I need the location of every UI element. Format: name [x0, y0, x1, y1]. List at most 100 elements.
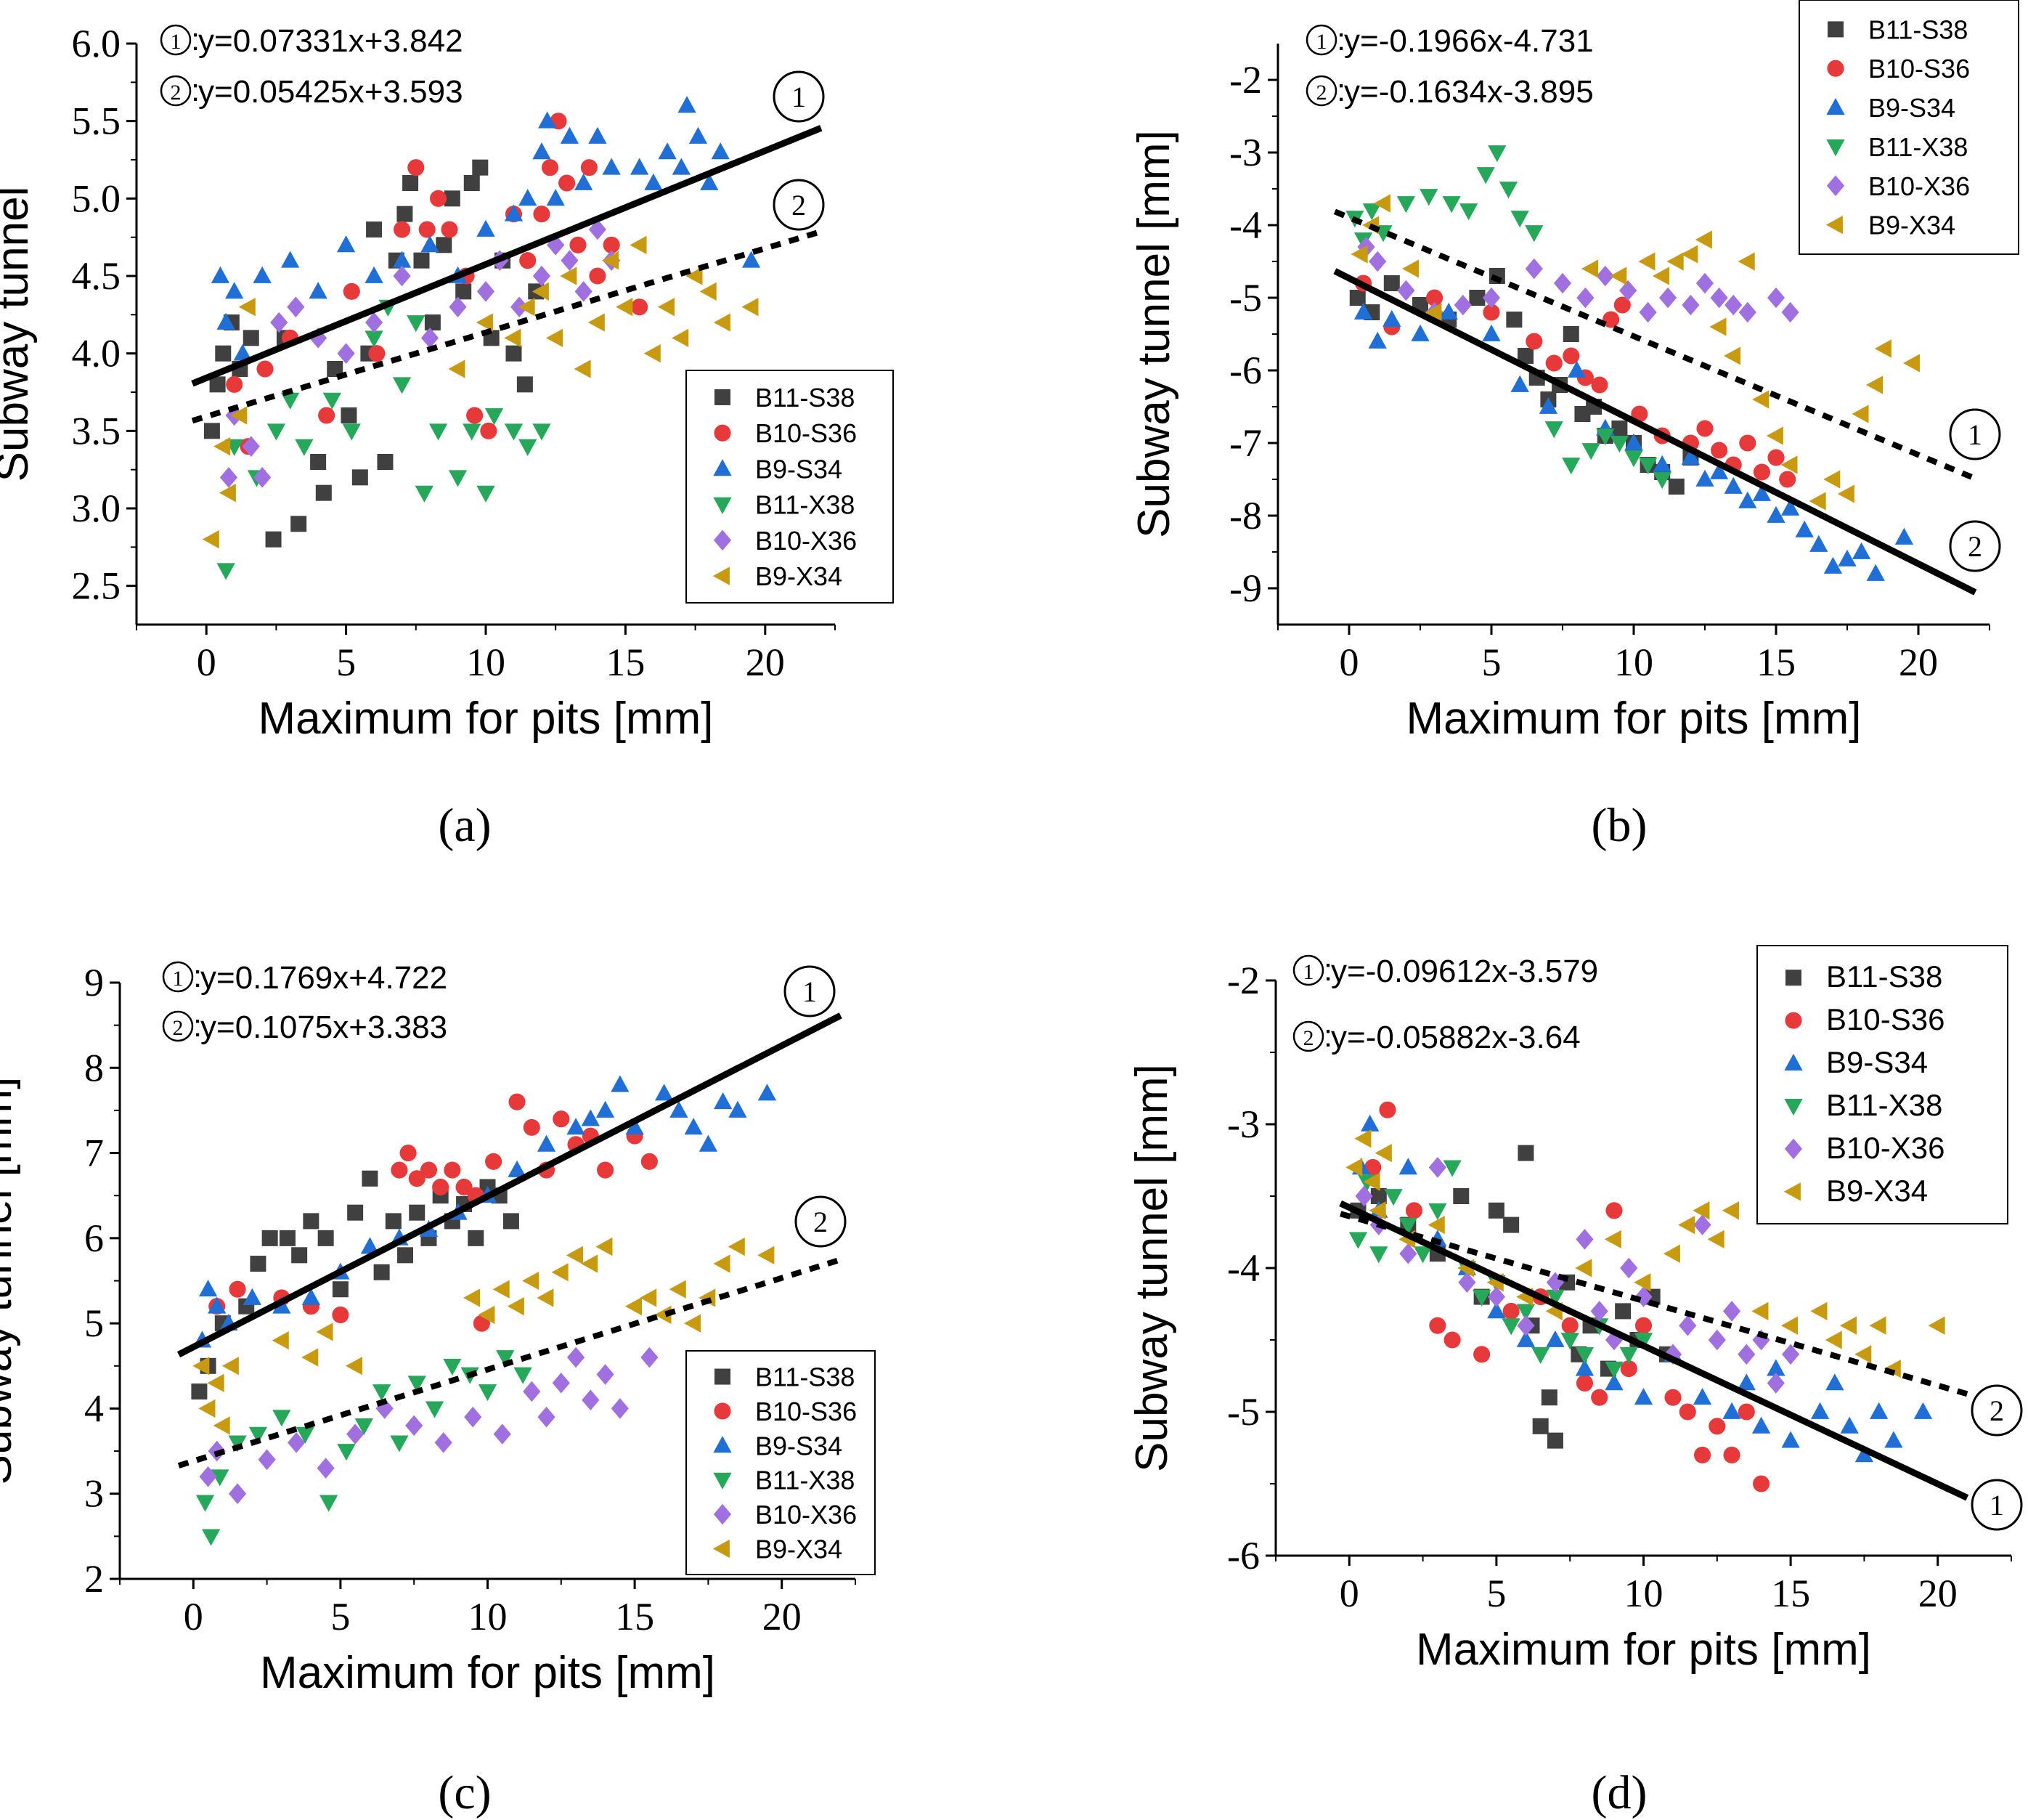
data-point — [558, 174, 576, 192]
data-point — [672, 328, 689, 347]
data-point — [507, 1297, 524, 1316]
data-point — [603, 236, 620, 253]
equation-number: 1 — [1316, 30, 1327, 54]
data-point — [1547, 1432, 1563, 1449]
equation-text: y=-0.1966x-4.731 — [1344, 23, 1594, 59]
data-point — [480, 422, 497, 439]
fit-label-number: 1 — [1990, 1489, 2004, 1522]
data-point — [279, 1230, 296, 1246]
data-point — [589, 267, 606, 285]
data-point — [1823, 470, 1841, 489]
data-point — [504, 423, 524, 441]
data-point — [243, 330, 259, 346]
y-tick-label: 2 — [84, 1557, 104, 1601]
data-point — [1781, 301, 1799, 323]
data-point — [392, 251, 412, 268]
data-point — [1634, 1317, 1653, 1334]
data-point — [225, 282, 244, 299]
equation-colon: : — [1324, 952, 1332, 988]
data-point — [444, 190, 460, 207]
equation-colon: : — [193, 959, 202, 994]
y-tick-label: 3 — [84, 1472, 104, 1516]
data-point — [1454, 294, 1472, 316]
data-point — [1362, 203, 1382, 221]
data-point — [547, 235, 565, 256]
data-point — [1442, 196, 1461, 214]
data-point — [1779, 471, 1796, 488]
data-point — [272, 1410, 291, 1427]
data-point — [1695, 230, 1712, 249]
data-point — [425, 1401, 444, 1418]
y-tick-label: -4 — [1229, 203, 1262, 247]
legend-marker — [713, 1472, 732, 1490]
data-point — [566, 1246, 583, 1264]
data-point — [1502, 1302, 1520, 1320]
data-point — [253, 467, 272, 488]
data-point — [757, 1246, 775, 1264]
data-point — [597, 1161, 614, 1179]
equation-text: y=0.1769x+4.722 — [200, 960, 447, 996]
data-point — [1739, 434, 1756, 452]
data-point — [1575, 1346, 1595, 1364]
data-point — [1866, 564, 1885, 581]
equation-number: 1 — [173, 967, 184, 991]
data-point — [699, 282, 717, 301]
data-point — [518, 439, 537, 456]
data-point — [1709, 317, 1727, 336]
legend-marker — [1783, 1182, 1801, 1201]
data-point — [270, 312, 288, 333]
data-point — [1795, 520, 1814, 537]
data-point — [409, 1204, 425, 1221]
data-point — [1709, 1418, 1726, 1435]
fit-line-1 — [1339, 1200, 1969, 1501]
data-point — [553, 1110, 570, 1128]
data-point — [476, 281, 495, 302]
data-point — [243, 1288, 261, 1305]
data-point — [191, 1383, 208, 1399]
data-point — [1563, 326, 1579, 342]
legend-box — [1799, 0, 2019, 255]
data-point — [1722, 1402, 1741, 1419]
data-point — [1525, 225, 1544, 243]
legend-label: B9-X34 — [755, 1534, 842, 1564]
legend-marker — [1784, 1053, 1803, 1071]
y-tick-label: -4 — [1227, 1246, 1260, 1290]
data-point — [1695, 469, 1714, 487]
data-point — [684, 1118, 703, 1135]
fit-line-1 — [191, 125, 823, 387]
data-point — [1620, 1257, 1638, 1279]
data-point — [1351, 245, 1368, 264]
data-point — [1399, 1243, 1417, 1264]
legend-label: B11-X38 — [1826, 1088, 1942, 1122]
data-point — [1510, 375, 1529, 392]
data-point — [228, 1483, 247, 1505]
legend-marker — [1785, 970, 1801, 986]
data-point — [1638, 458, 1658, 475]
data-point — [341, 407, 357, 423]
data-point — [1459, 203, 1478, 221]
legend-label: B11-S38 — [755, 1362, 855, 1392]
data-point — [1679, 1315, 1697, 1336]
data-point — [1443, 1160, 1462, 1177]
data-point — [1638, 252, 1656, 271]
data-point — [1913, 1402, 1933, 1419]
data-point — [1610, 267, 1627, 285]
data-point — [1780, 498, 1800, 516]
data-point — [216, 563, 235, 580]
data-point — [408, 1170, 425, 1187]
data-point — [519, 252, 537, 269]
data-point — [1382, 309, 1401, 327]
data-point — [373, 1264, 390, 1280]
data-point — [523, 1118, 540, 1136]
data-point — [714, 1092, 733, 1110]
data-point — [1615, 1303, 1632, 1320]
data-point — [303, 1213, 319, 1230]
data-point — [677, 96, 696, 113]
fit-label-number: 2 — [1990, 1394, 2004, 1427]
data-point — [434, 1432, 452, 1453]
data-point — [213, 437, 231, 456]
y-tick-label: -6 — [1229, 349, 1262, 392]
data-point — [377, 454, 394, 470]
data-point — [1364, 1158, 1382, 1176]
y-tick-label: 8 — [84, 1046, 104, 1089]
